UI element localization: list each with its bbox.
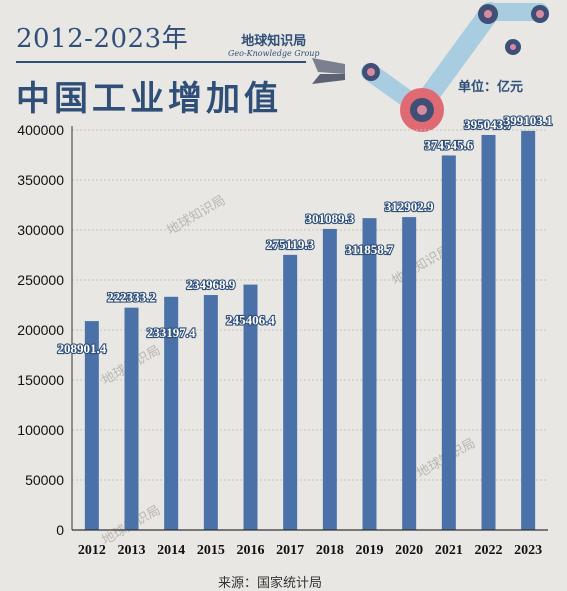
data-label: 311858.7 <box>345 242 394 257</box>
y-tick-label: 200000 <box>17 322 64 338</box>
logo-chinese-text: 地球知识局 <box>241 34 307 49</box>
data-label: 301089.3 <box>305 211 354 226</box>
x-tick-label: 2017 <box>276 543 304 558</box>
bar-2022 <box>481 134 496 530</box>
y-tick-label: 100000 <box>17 422 64 438</box>
unit-label: 单位：亿元 <box>458 80 524 95</box>
data-label: 208901.4 <box>57 341 106 356</box>
data-label: 245406.4 <box>226 313 275 328</box>
chart-title: 中国工业增加值 <box>16 79 282 119</box>
chart-subtitle: 2012-2023年 <box>16 24 189 54</box>
data-label: 399103.1 <box>504 113 553 128</box>
data-labels: 208901.4 222333.2 233197.4 234968.9 245406.4… <box>56 112 553 357</box>
x-tick-label: 2021 <box>435 543 463 558</box>
bar-2023 <box>521 130 536 530</box>
y-tick-label: 50000 <box>25 472 64 488</box>
bar-2021 <box>441 155 456 530</box>
data-label: 222333.2 <box>107 290 156 305</box>
bar-2014 <box>164 296 179 530</box>
bar-2017 <box>283 254 298 530</box>
x-tick-label: 2013 <box>118 543 146 558</box>
data-label: 234968.9 <box>186 277 235 292</box>
brand-logo: 地球知识局 Geo-Knowledge Group <box>228 30 320 58</box>
bar-2013 <box>124 307 139 530</box>
y-tick-label: 400000 <box>17 122 64 138</box>
data-label: 395043.7 <box>464 117 513 132</box>
x-tick-label: 2020 <box>395 543 423 558</box>
x-tick-label: 2012 <box>78 543 106 558</box>
data-label: 275119.3 <box>266 237 315 252</box>
bars <box>84 130 536 530</box>
y-tick-label: 150000 <box>17 372 64 388</box>
data-label: 233197.4 <box>147 325 196 340</box>
x-tick-label: 2023 <box>514 543 542 558</box>
data-label: 374545.6 <box>424 137 473 152</box>
bar-2012 <box>84 321 99 530</box>
robot-arm-illustration <box>312 2 549 132</box>
x-tick-label: 2015 <box>197 543 225 558</box>
data-label: 312902.9 <box>385 199 434 214</box>
y-tick-label: 0 <box>56 522 64 538</box>
title-divider <box>16 61 306 63</box>
gridlines <box>72 129 548 481</box>
logo-english-text: Geo-Knowledge Group <box>228 49 320 58</box>
bar-2018 <box>322 228 337 530</box>
x-axis: 2012 2013 2014 2015 2016 2017 2018 2019 2020 2021… <box>72 529 548 558</box>
bar-2015 <box>203 295 218 530</box>
x-tick-label: 2022 <box>475 543 503 558</box>
watermark-text: 地球知识局 <box>164 192 228 238</box>
title-block: 2012-2023年 中国工业增加值 <box>16 18 306 120</box>
x-tick-label: 2014 <box>157 543 185 558</box>
x-tick-label: 2016 <box>237 543 265 558</box>
y-tick-label: 250000 <box>17 272 64 288</box>
bar-2019 <box>362 218 377 530</box>
x-tick-label: 2019 <box>356 543 384 558</box>
bar-2016 <box>243 284 258 530</box>
y-tick-label: 350000 <box>17 172 64 188</box>
y-tick-label: 300000 <box>17 222 64 238</box>
source-note: 来源：国家统计局 <box>218 576 323 591</box>
x-tick-label: 2018 <box>316 543 344 558</box>
y-axis: 0 50000 100000 150000 200000 250000 300000 3500… <box>17 122 73 538</box>
bar-2020 <box>402 217 417 530</box>
